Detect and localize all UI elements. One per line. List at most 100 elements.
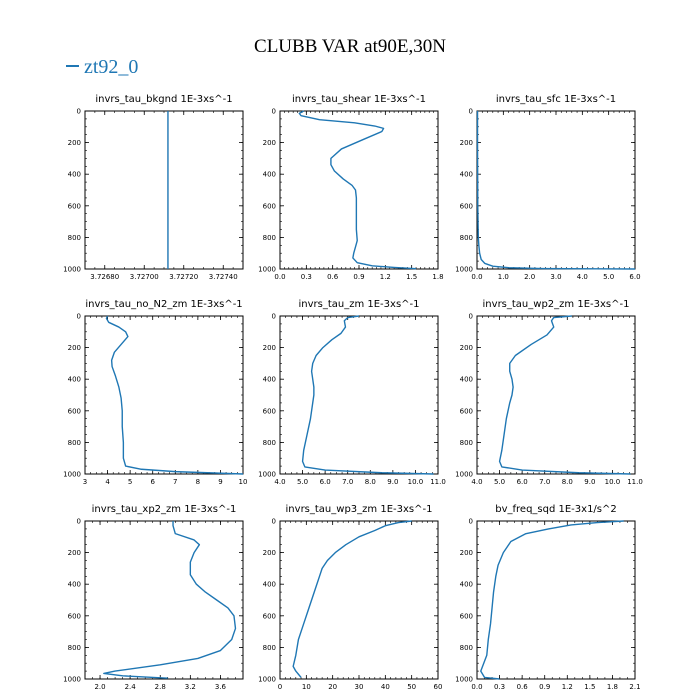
- plot-frame: [476, 520, 636, 680]
- subplot-title: invrs_tau_bkgnd 1E-3xs^-1: [95, 94, 232, 105]
- y-tick-label: 400: [460, 376, 473, 384]
- y-tick-label: 1000: [455, 471, 473, 479]
- y-tick-label: 1000: [455, 266, 473, 274]
- y-tick-label: 800: [68, 234, 81, 242]
- plot-frame: [476, 315, 636, 475]
- x-tick-label: 7: [173, 478, 177, 486]
- x-tick-label: 10.0: [605, 478, 621, 486]
- y-tick-label: 800: [68, 439, 81, 447]
- x-tick-label: 3.0: [550, 273, 561, 281]
- y-tick-label: 800: [68, 644, 81, 652]
- x-tick-label: 3: [83, 478, 87, 486]
- y-tick-label: 200: [68, 139, 81, 147]
- y-tick-label: 1000: [258, 266, 276, 274]
- x-tick-label: 11.0: [627, 478, 643, 486]
- series-line-zt92_0: [480, 520, 624, 680]
- x-tick-label: 6.0: [629, 273, 640, 281]
- x-tick-label: 0.6: [327, 273, 339, 281]
- y-tick-label: 200: [263, 139, 276, 147]
- figure-title: CLUBB VAR at90E,30N: [254, 36, 446, 57]
- y-tick-label: 0: [272, 313, 276, 321]
- y-tick-label: 200: [460, 549, 473, 557]
- x-tick-label: 0.6: [517, 683, 529, 691]
- y-tick-label: 200: [263, 549, 276, 557]
- y-tick-label: 400: [460, 171, 473, 179]
- x-tick-label: 30: [355, 683, 364, 691]
- y-tick-label: 600: [263, 202, 276, 210]
- x-tick-label: 9: [218, 478, 222, 486]
- x-tick-label: 4.0: [471, 478, 482, 486]
- y-tick-label: 600: [263, 612, 276, 620]
- series-line-zt92_0: [103, 521, 237, 679]
- x-tick-label: 50: [407, 683, 416, 691]
- subplot-title: invrs_tau_zm 1E-3xs^-1: [298, 299, 419, 310]
- plot-frame: [279, 520, 439, 680]
- x-tick-label: 10: [302, 683, 311, 691]
- y-tick-label: 600: [68, 612, 81, 620]
- x-tick-label: 7.0: [342, 478, 353, 486]
- y-tick-label: 1000: [63, 266, 81, 274]
- x-tick-label: 0: [278, 683, 282, 691]
- subplot-invrs_tau_wp3_zm: invrs_tau_wp3_zm 1E-3xs^-10 10 20 30 40 50 600…: [258, 504, 442, 691]
- x-tick-label: 9.0: [584, 478, 595, 486]
- y-tick-label: 800: [460, 234, 473, 242]
- y-tick-label: 800: [263, 234, 276, 242]
- subplot-invrs_tau_bkgnd: invrs_tau_bkgnd 1E-3xs^-1 3.72680 3.72700 3…: [63, 94, 244, 281]
- plot-frame: [84, 315, 244, 475]
- y-tick-label: 200: [68, 344, 81, 352]
- x-tick-label: 1.5: [584, 683, 595, 691]
- x-tick-label: 10: [239, 478, 248, 486]
- y-tick-label: 200: [68, 549, 81, 557]
- x-tick-label: 11.0: [430, 478, 446, 486]
- y-tick-label: 200: [460, 344, 473, 352]
- y-tick-label: 600: [460, 407, 473, 415]
- x-tick-label: 8.0: [365, 478, 376, 486]
- y-tick-label: 800: [460, 644, 473, 652]
- x-tick-label: 60: [434, 683, 443, 691]
- y-tick-label: 0: [469, 108, 473, 116]
- series-line-zt92_0: [498, 315, 631, 475]
- x-tick-label: 2.1: [629, 683, 640, 691]
- x-tick-label: 0.9: [539, 683, 550, 691]
- y-tick-label: 1000: [455, 676, 473, 684]
- y-tick-label: 400: [68, 376, 81, 384]
- y-tick-label: 0: [469, 518, 473, 526]
- x-tick-label: 6.0: [320, 478, 331, 486]
- y-tick-label: 200: [460, 139, 473, 147]
- x-tick-label: 1.2: [380, 273, 391, 281]
- x-tick-label: 3.72740: [209, 273, 238, 281]
- y-tick-label: 1000: [258, 676, 276, 684]
- y-tick-label: 800: [263, 644, 276, 652]
- x-tick-label: 4.0: [577, 273, 588, 281]
- subplot-invrs_tau_wp2_zm: invrs_tau_wp2_zm 1E-3xs^-1 4.0 5.0 6.0 7.0 8.…: [455, 299, 643, 486]
- subplot-invrs_tau_shear: invrs_tau_shear 1E-3xs^-1 0.0 0.3 0.6 0.9 1.2…: [258, 94, 443, 281]
- x-tick-label: 20: [328, 683, 337, 691]
- y-tick-label: 400: [68, 171, 81, 179]
- x-tick-label: 3.2: [185, 683, 196, 691]
- plot-frame: [84, 110, 244, 270]
- y-tick-label: 200: [263, 344, 276, 352]
- subplot-title: invrs_tau_sfc 1E-3xs^-1: [496, 94, 616, 105]
- subplot-title: invrs_tau_xp2_zm 1E-3xs^-1: [92, 504, 237, 515]
- x-tick-label: 0.0: [471, 683, 482, 691]
- x-tick-label: 2.4: [125, 683, 137, 691]
- x-tick-label: 1.5: [406, 273, 417, 281]
- x-tick-label: 1.2: [562, 683, 573, 691]
- legend-line-swatch: [66, 65, 79, 68]
- x-tick-label: 1.0: [498, 273, 509, 281]
- subplot-invrs_tau_zm: invrs_tau_zm 1E-3xs^-1 4.0 5.0 6.0 7.0 8.0 9.0…: [258, 299, 446, 486]
- y-tick-label: 600: [68, 202, 81, 210]
- y-tick-label: 0: [77, 108, 81, 116]
- series-line-zt92_0: [298, 110, 417, 270]
- x-tick-label: 6: [150, 478, 155, 486]
- x-tick-label: 5: [128, 478, 132, 486]
- series-line-zt92_0: [476, 111, 636, 270]
- y-tick-label: 1000: [63, 471, 81, 479]
- subplot-title: invrs_tau_wp3_zm 1E-3xs^-1: [286, 504, 433, 515]
- subplot-invrs_tau_no_N2_zm: invrs_tau_no_N2_zm 1E-3xs^-1 3 4 5 6 7 8 9 10 0 20…: [63, 299, 247, 486]
- y-tick-label: 600: [263, 407, 276, 415]
- x-tick-label: 3.6: [215, 683, 227, 691]
- x-tick-label: 7.0: [539, 478, 550, 486]
- plot-frame: [476, 110, 636, 270]
